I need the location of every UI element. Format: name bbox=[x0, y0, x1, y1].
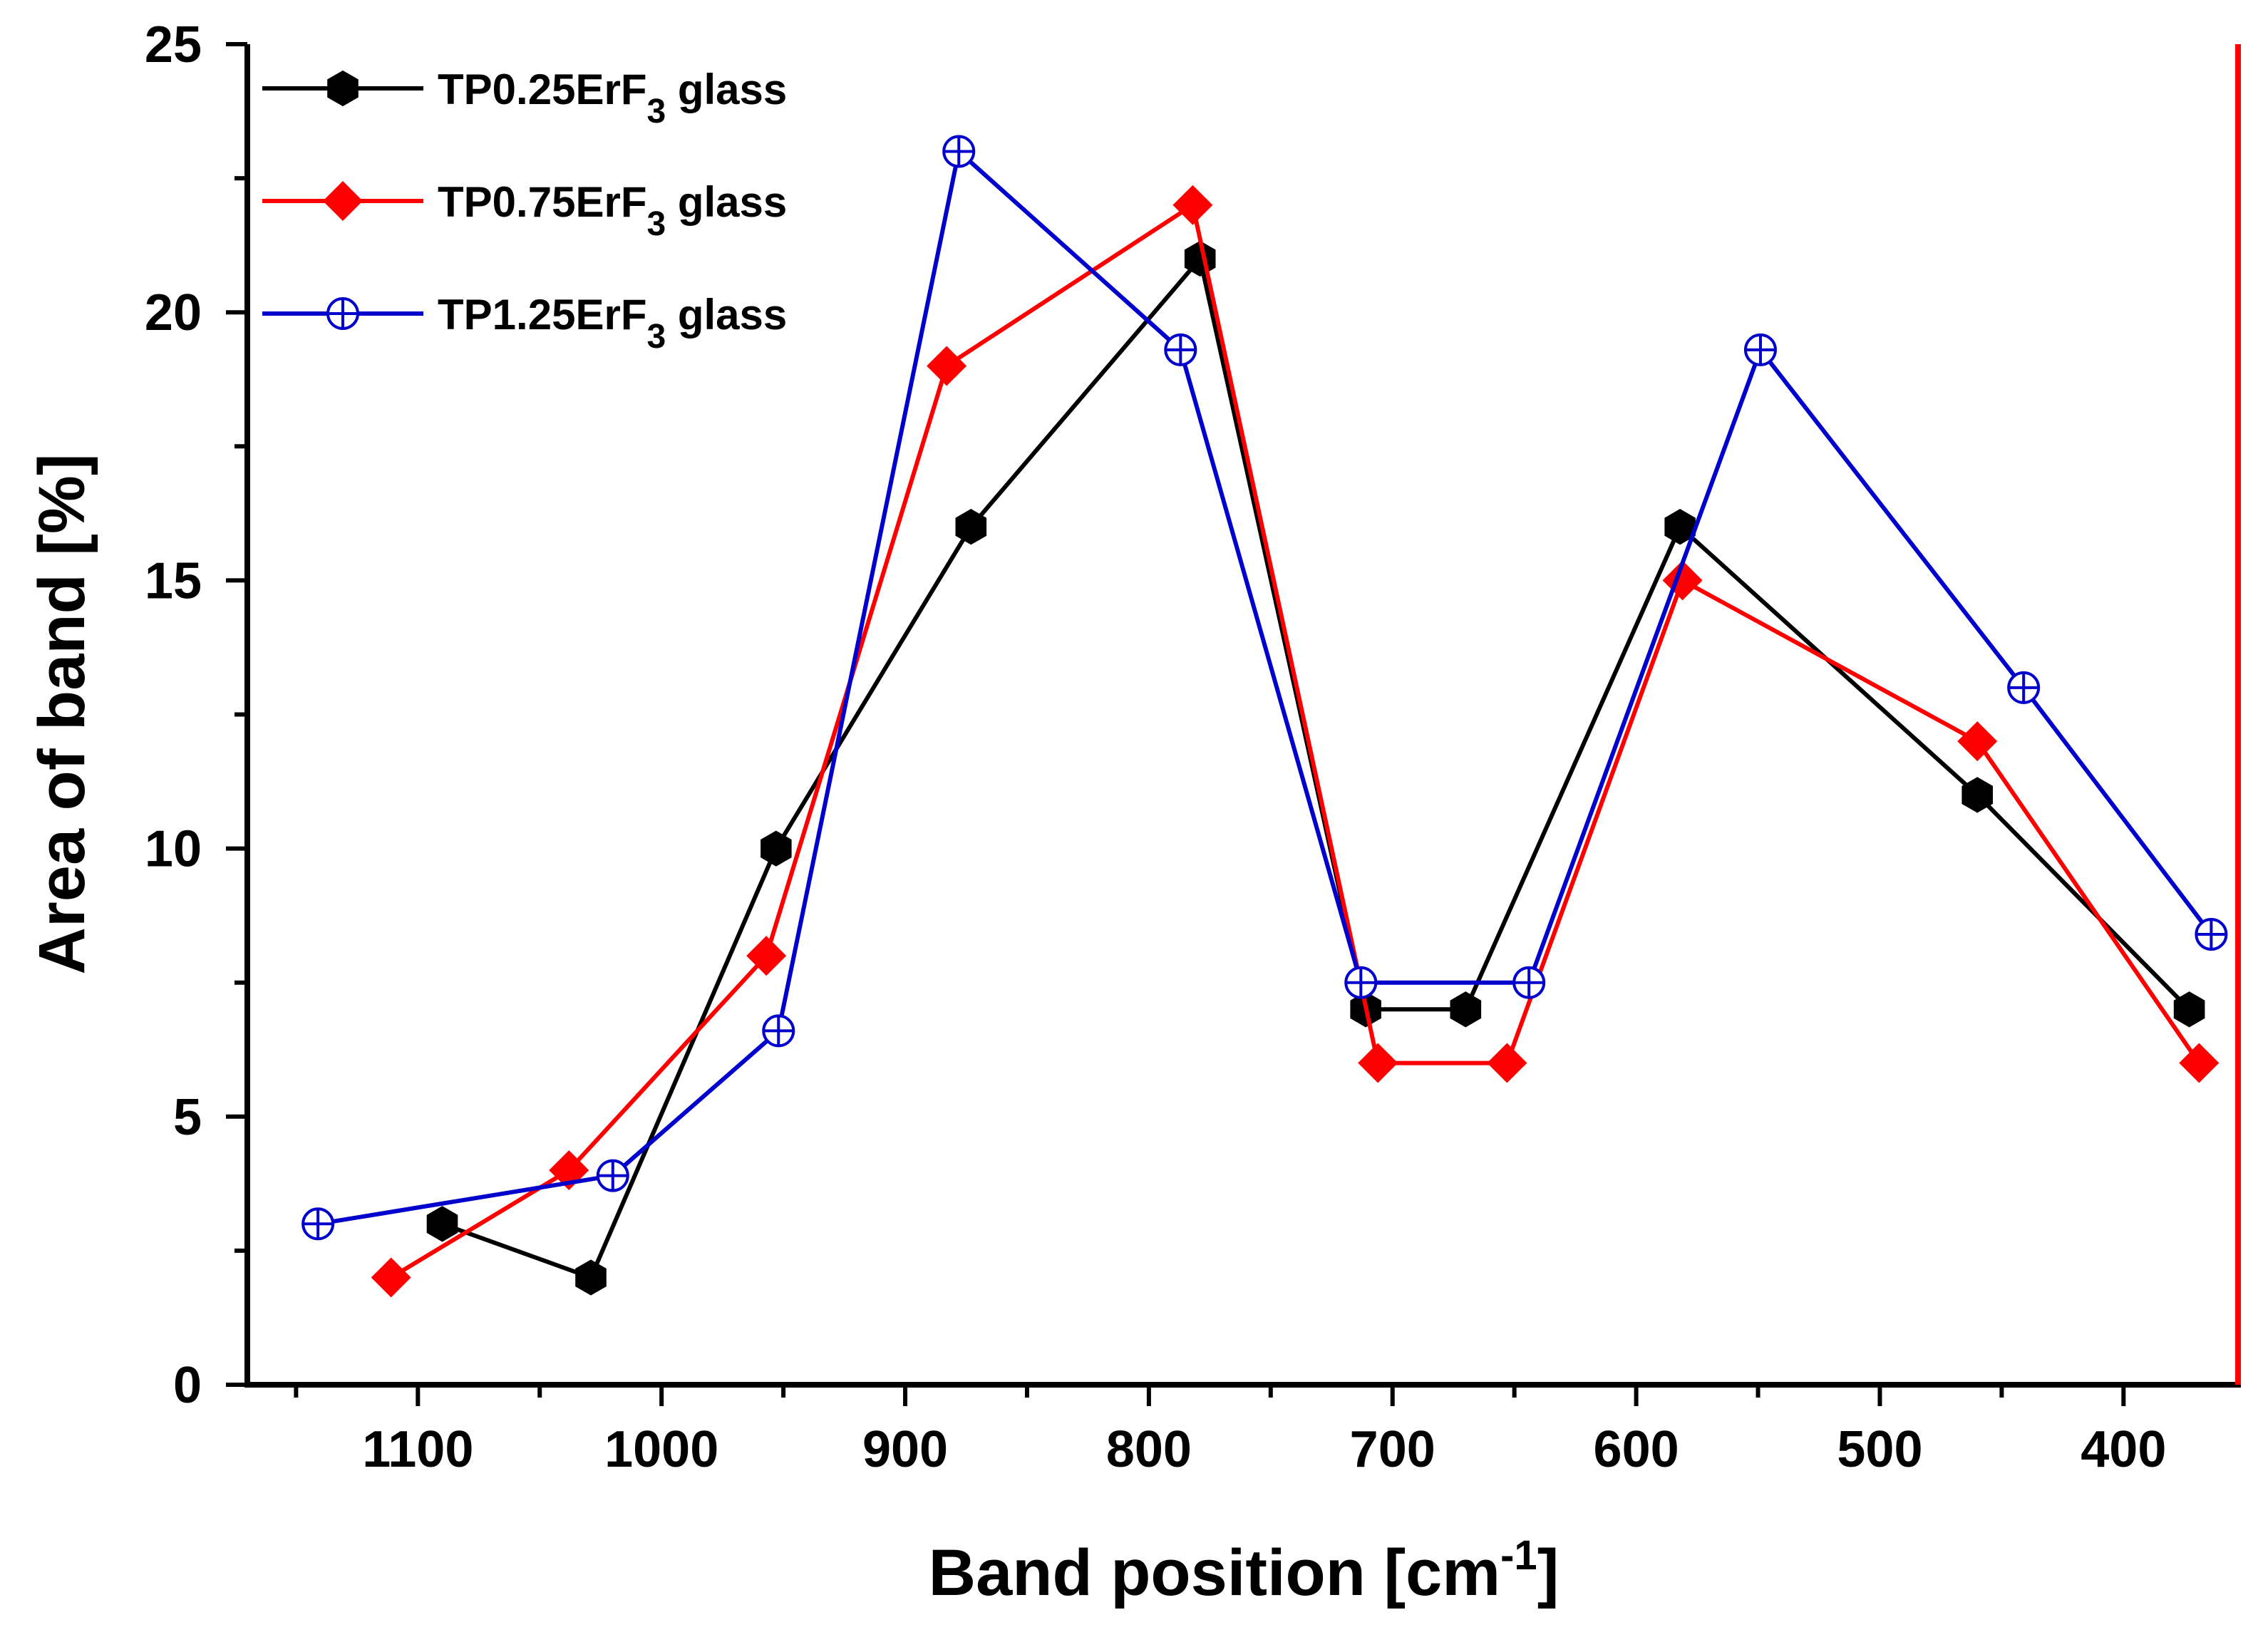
data-point bbox=[746, 936, 787, 976]
legend-label-suffix: glass bbox=[666, 66, 787, 113]
legend-label-main: TP0.75ErF bbox=[438, 178, 646, 226]
data-point bbox=[1743, 333, 1777, 366]
data-point bbox=[2007, 671, 2041, 704]
data-point bbox=[927, 346, 967, 386]
data-point bbox=[1450, 991, 1482, 1028]
legend-label-main: TP0.25ErF bbox=[438, 66, 646, 113]
x-tick-label: 500 bbox=[1837, 1421, 1922, 1478]
series-line bbox=[390, 202, 2201, 1280]
legend-label: TP0.75ErF3 glass bbox=[438, 178, 787, 243]
x-axis-title-superscript: -1 bbox=[1500, 1532, 1537, 1579]
legend-label: TP1.25ErF3 glass bbox=[438, 291, 787, 356]
data-point bbox=[1664, 509, 1696, 545]
y-tick-label: 0 bbox=[173, 1357, 202, 1414]
x-tick-label: 1100 bbox=[362, 1421, 473, 1478]
data-point bbox=[762, 1014, 795, 1048]
x-tick-label: 700 bbox=[1350, 1421, 1435, 1478]
legend-label-subscript: 3 bbox=[646, 205, 666, 243]
legend-marker bbox=[326, 297, 359, 330]
legend-entry-1: TP0.25ErF3 glass bbox=[262, 66, 787, 130]
data-point bbox=[2195, 917, 2228, 951]
x-axis-title-main: Band position [cm bbox=[929, 1537, 1500, 1609]
data-point bbox=[1957, 721, 1998, 762]
data-point bbox=[761, 830, 792, 867]
legend-label: TP0.25ErF3 glass bbox=[438, 66, 787, 130]
x-axis-title-suffix: ] bbox=[1537, 1537, 1560, 1609]
data-point bbox=[575, 1259, 607, 1296]
y-axis-title: Area of band [%] bbox=[26, 454, 98, 975]
y-tick-label: 5 bbox=[173, 1089, 202, 1146]
data-point bbox=[2173, 991, 2205, 1028]
data-point bbox=[1164, 333, 1197, 366]
data-point bbox=[301, 1207, 335, 1241]
y-tick-label: 15 bbox=[145, 552, 202, 609]
data-point bbox=[1344, 966, 1378, 999]
legend-marker bbox=[327, 70, 359, 107]
data-point bbox=[1172, 185, 1213, 225]
legend-label-main: TP1.25ErF bbox=[438, 291, 646, 339]
legend-label-subscript: 3 bbox=[646, 318, 666, 356]
legend-marker bbox=[323, 181, 363, 221]
data-point bbox=[1487, 1043, 1527, 1083]
x-tick-label: 1000 bbox=[604, 1421, 718, 1478]
x-tick-label: 600 bbox=[1594, 1421, 1679, 1478]
series-layer bbox=[301, 135, 2228, 1298]
y-tick-label: 10 bbox=[145, 821, 202, 878]
series-3 bbox=[301, 135, 2228, 1241]
legend-entry-2: TP0.75ErF3 glass bbox=[262, 178, 787, 243]
legend-label-subscript: 3 bbox=[646, 93, 666, 130]
x-tick-label: 900 bbox=[862, 1421, 948, 1478]
plot-frame bbox=[244, 44, 2241, 1388]
data-point bbox=[426, 1206, 458, 1242]
data-point bbox=[955, 509, 987, 545]
data-point bbox=[1961, 777, 1993, 813]
data-point bbox=[2179, 1043, 2220, 1083]
y-tick-label: 20 bbox=[145, 284, 202, 341]
x-axis-title: Band position [cm-1] bbox=[929, 1532, 1560, 1609]
data-point bbox=[596, 1159, 629, 1192]
data-point bbox=[1358, 1043, 1398, 1083]
y-tick-label: 25 bbox=[145, 16, 202, 73]
series-2 bbox=[371, 185, 2220, 1298]
x-tick-label: 800 bbox=[1106, 1421, 1192, 1478]
data-point bbox=[942, 135, 976, 168]
data-point bbox=[371, 1257, 411, 1298]
legend-label-suffix: glass bbox=[666, 291, 787, 339]
tick-labels: 1100 1000 900 800 700 600 500 400 0 5 10 15 20 25 bbox=[145, 16, 2166, 1478]
legend-label-suffix: glass bbox=[666, 178, 787, 226]
data-point bbox=[1512, 966, 1546, 999]
series-line bbox=[317, 149, 2213, 1227]
x-tick-label: 400 bbox=[2081, 1421, 2166, 1478]
legend-entry-3: TP1.25ErF3 glass bbox=[262, 291, 787, 356]
